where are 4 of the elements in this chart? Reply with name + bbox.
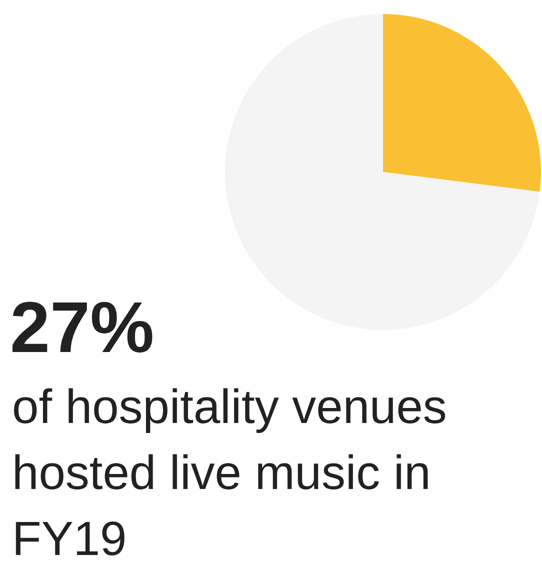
- text: of hospitality venues hosted live music in FY19: [12, 381, 447, 562]
- pie-slice: [383, 14, 541, 192]
- text: 27%: [10, 288, 154, 368]
- pie-slice: [225, 14, 540, 330]
